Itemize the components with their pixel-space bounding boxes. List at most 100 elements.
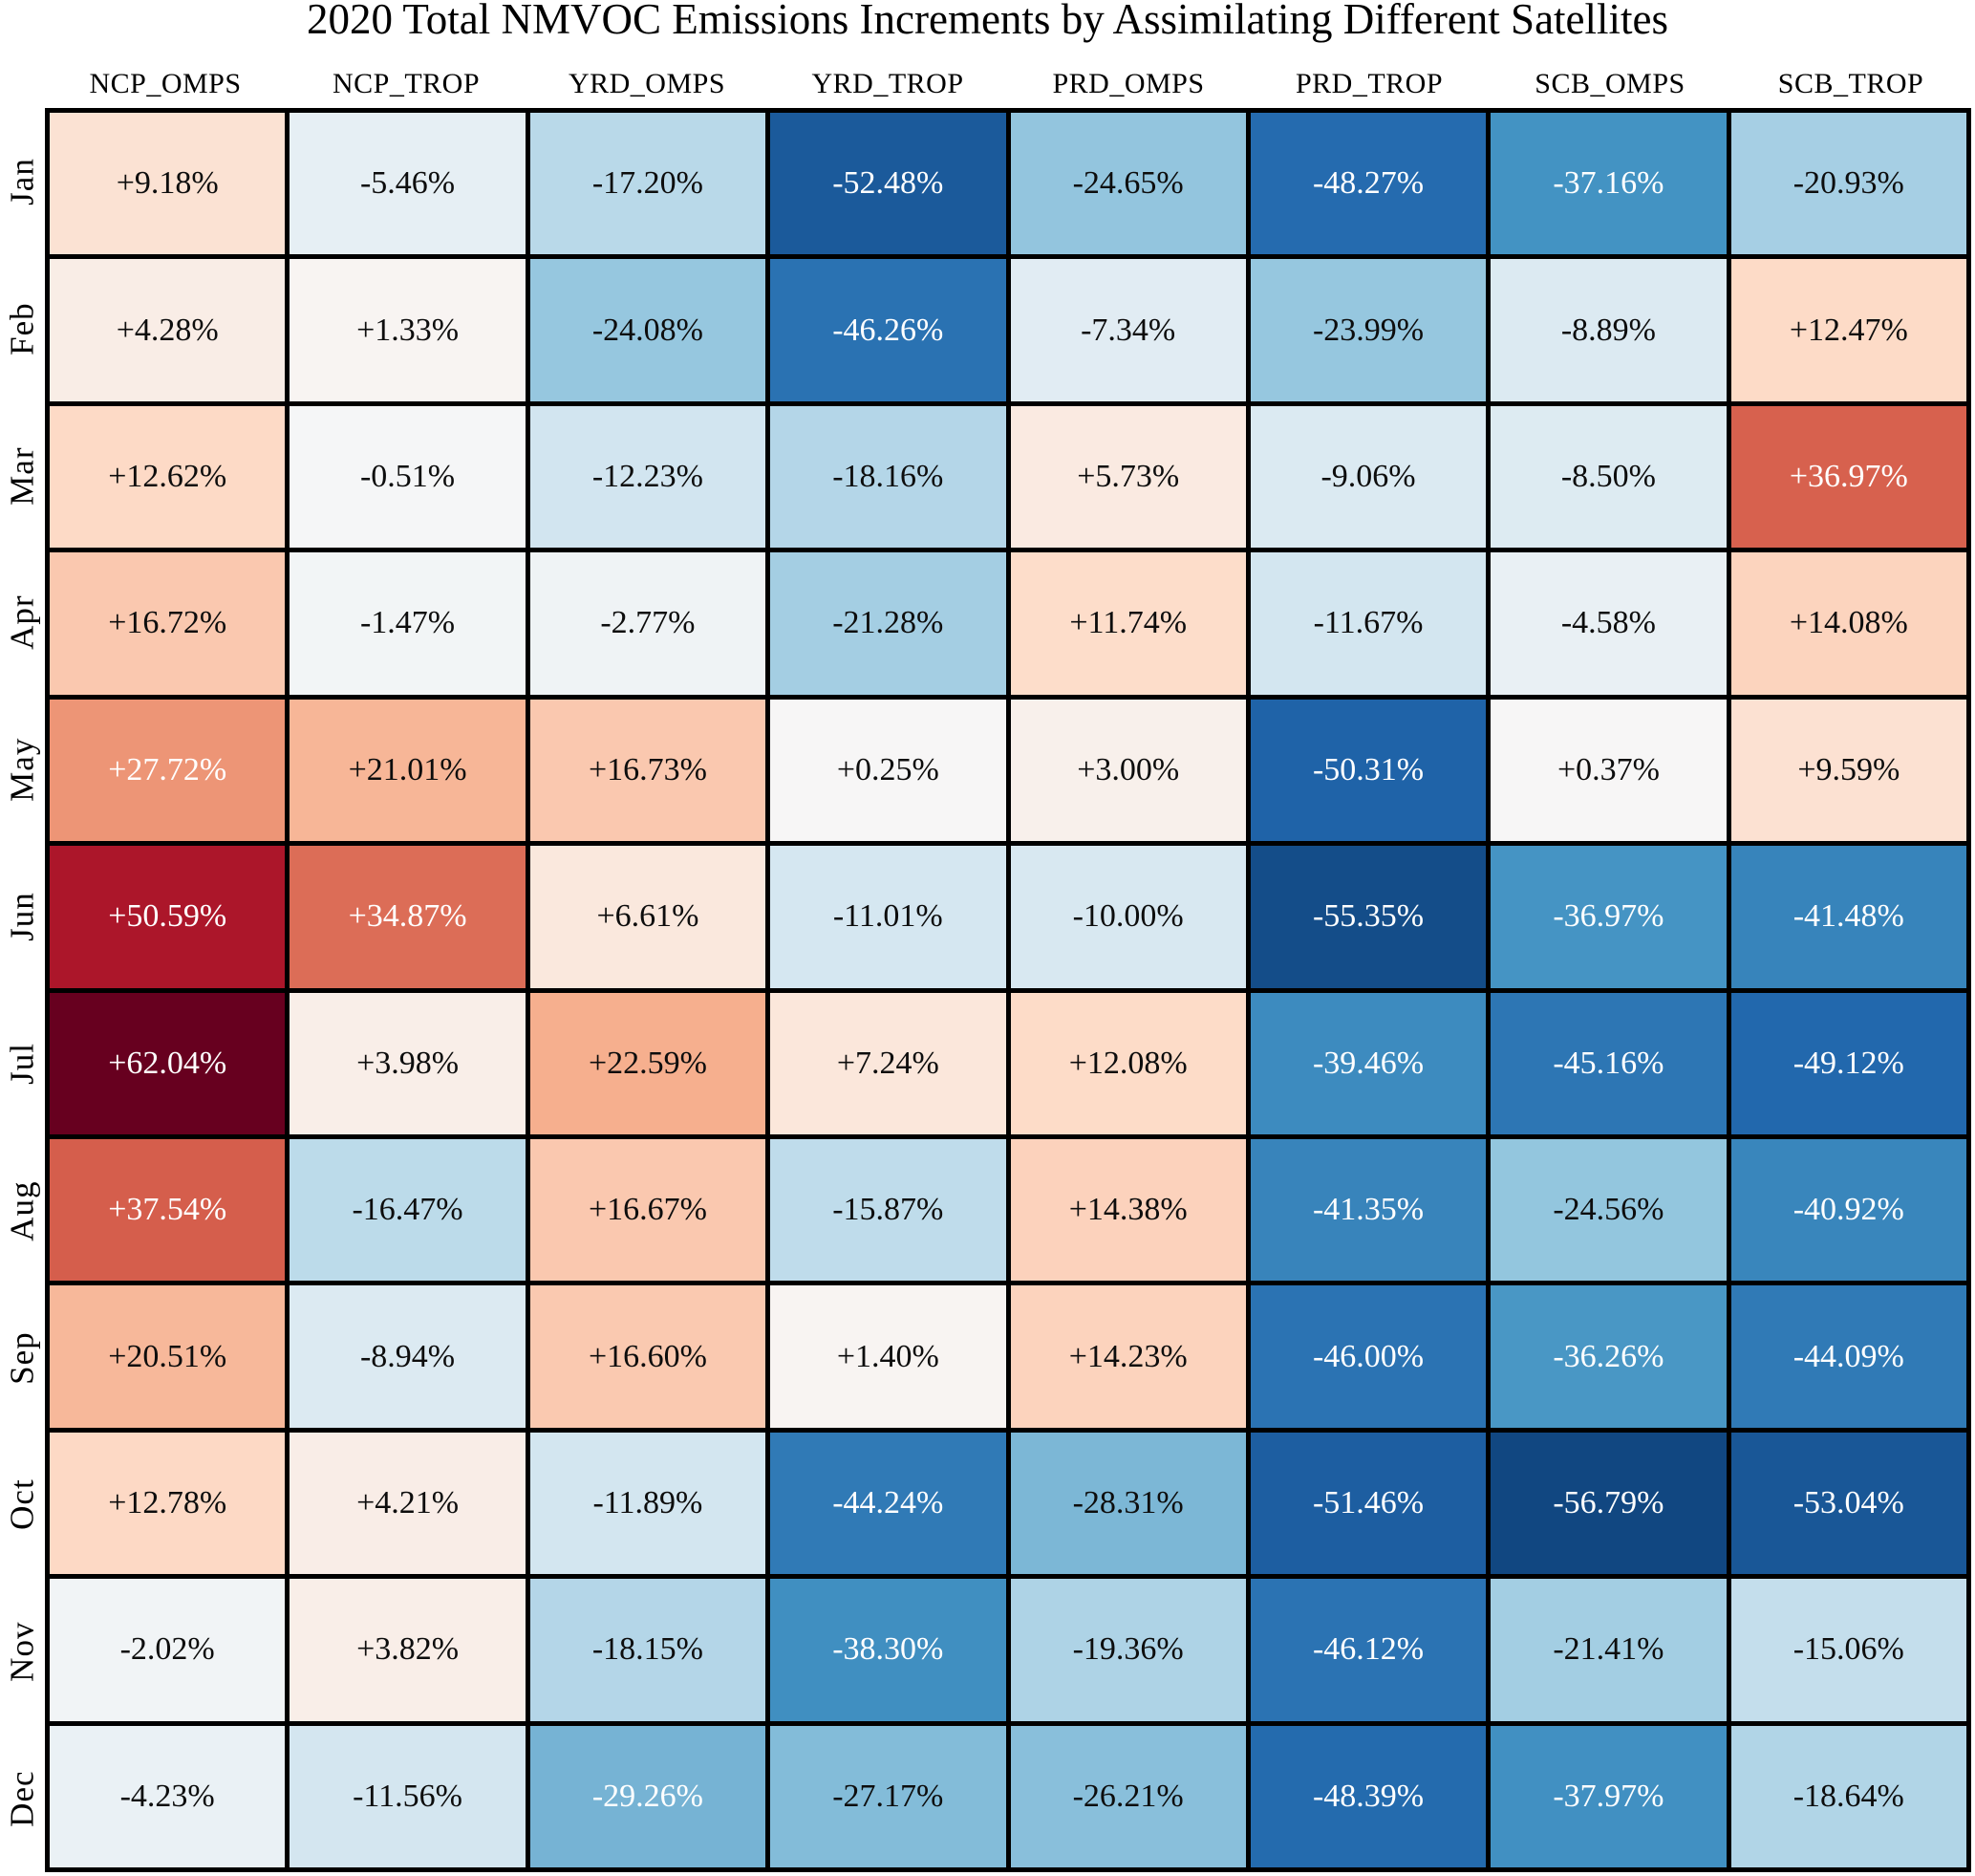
heatmap-cell-sep-yrd_trop: +1.40% <box>770 1285 1006 1428</box>
heatmap-cell-may-scb_omps: +0.37% <box>1491 699 1727 842</box>
heatmap-cell-jul-prd_omps: +12.08% <box>1010 992 1246 1134</box>
heatmap-cell-feb-yrd_omps: -24.08% <box>529 259 766 401</box>
heatmap-cell-dec-ncp_trop: -11.56% <box>290 1725 526 1867</box>
heatmap-cell-jun-yrd_trop: -11.01% <box>770 846 1006 988</box>
heatmap-cell-aug-scb_trop: -40.92% <box>1730 1138 1966 1282</box>
heatmap-cell-may-ncp_trop: +21.01% <box>290 699 526 842</box>
heatmap-cell-jun-prd_trop: -55.35% <box>1250 846 1487 988</box>
heatmap-cell-aug-ncp_omps: +37.54% <box>50 1138 286 1282</box>
heatmap-cell-sep-yrd_omps: +16.60% <box>529 1285 766 1428</box>
heatmap-cell-jan-ncp_trop: -5.46% <box>290 113 526 255</box>
heatmap-cell-apr-ncp_omps: +16.72% <box>50 552 286 695</box>
heatmap-cell-mar-prd_omps: +5.73% <box>1010 405 1246 549</box>
heatmap-cell-sep-ncp_trop: -8.94% <box>290 1285 526 1428</box>
heatmap-cell-feb-ncp_omps: +4.28% <box>50 259 286 401</box>
column-header-scb_omps: SCB_OMPS <box>1535 68 1685 99</box>
heatmap-cell-apr-prd_trop: -11.67% <box>1250 552 1487 695</box>
heatmap-cell-jan-scb_omps: -37.16% <box>1491 113 1727 255</box>
heatmap-cell-aug-ncp_trop: -16.47% <box>290 1138 526 1282</box>
row-label-nov: Nov <box>3 1621 41 1682</box>
heatmap-cell-jun-scb_trop: -41.48% <box>1730 846 1966 988</box>
heatmap-cell-nov-ncp_omps: -2.02% <box>50 1579 286 1721</box>
heatmap-cell-feb-prd_omps: -7.34% <box>1010 259 1246 401</box>
column-header-yrd_omps: YRD_OMPS <box>568 68 726 99</box>
heatmap-cell-jul-ncp_trop: +3.98% <box>290 992 526 1134</box>
heatmap-cell-may-ncp_omps: +27.72% <box>50 699 286 842</box>
heatmap-cell-dec-scb_trop: -18.64% <box>1730 1725 1966 1867</box>
heatmap-cell-jun-ncp_trop: +34.87% <box>290 846 526 988</box>
heatmap-cell-apr-yrd_trop: -21.28% <box>770 552 1006 695</box>
heatmap-cell-jul-yrd_trop: +7.24% <box>770 992 1006 1134</box>
heatmap-cell-dec-yrd_omps: -29.26% <box>529 1725 766 1867</box>
heatmap-cell-mar-yrd_trop: -18.16% <box>770 405 1006 549</box>
row-label-may: May <box>3 737 41 802</box>
heatmap-cell-jul-ncp_omps: +62.04% <box>50 992 286 1134</box>
column-header-ncp_omps: NCP_OMPS <box>89 68 242 99</box>
row-label-jul: Jul <box>3 1042 41 1085</box>
heatmap-cell-sep-scb_trop: -44.09% <box>1730 1285 1966 1428</box>
heatmap-cell-mar-yrd_omps: -12.23% <box>529 405 766 549</box>
heatmap-cell-nov-yrd_trop: -38.30% <box>770 1579 1006 1721</box>
heatmap-cell-dec-prd_trop: -48.39% <box>1250 1725 1487 1867</box>
heatmap-cell-nov-prd_trop: -46.12% <box>1250 1579 1487 1721</box>
heatmap-cell-feb-scb_omps: -8.89% <box>1491 259 1727 401</box>
heatmap-cell-mar-scb_trop: +36.97% <box>1730 405 1966 549</box>
row-label-dec: Dec <box>3 1770 41 1827</box>
row-label-feb: Feb <box>3 302 41 356</box>
heatmap-cell-oct-ncp_omps: +12.78% <box>50 1432 286 1575</box>
heatmap-cell-mar-scb_omps: -8.50% <box>1491 405 1727 549</box>
heatmap-cell-feb-ncp_trop: +1.33% <box>290 259 526 401</box>
heatmap-cell-dec-prd_omps: -26.21% <box>1010 1725 1246 1867</box>
heatmap-cell-jun-scb_omps: -36.97% <box>1491 846 1727 988</box>
chart-title: 2020 Total NMVOC Emissions Increments by… <box>306 0 1669 43</box>
heatmap-grid: +9.18% -5.46% -17.20% -52.48% -24.65% -48.27%… <box>45 108 1971 1872</box>
heatmap-cell-apr-yrd_omps: -2.77% <box>529 552 766 695</box>
heatmap-cell-oct-ncp_trop: +4.21% <box>290 1432 526 1575</box>
heatmap-cell-sep-prd_omps: +14.23% <box>1010 1285 1246 1428</box>
heatmap-cell-nov-yrd_omps: -18.15% <box>529 1579 766 1721</box>
heatmap-cell-oct-yrd_trop: -44.24% <box>770 1432 1006 1575</box>
heatmap-cell-jan-scb_trop: -20.93% <box>1730 113 1966 255</box>
column-header-scb_trop: SCB_TROP <box>1777 68 1924 99</box>
heatmap-cell-nov-prd_omps: -19.36% <box>1010 1579 1246 1721</box>
heatmap-cell-nov-ncp_trop: +3.82% <box>290 1579 526 1721</box>
heatmap-cell-feb-prd_trop: -23.99% <box>1250 259 1487 401</box>
heatmap-cell-dec-ncp_omps: -4.23% <box>50 1725 286 1867</box>
heatmap-cell-apr-scb_omps: -4.58% <box>1491 552 1727 695</box>
heatmap-cell-mar-ncp_omps: +12.62% <box>50 405 286 549</box>
heatmap-cell-aug-prd_trop: -41.35% <box>1250 1138 1487 1282</box>
row-label-aug: Aug <box>3 1180 41 1241</box>
heatmap-cell-oct-scb_trop: -53.04% <box>1730 1432 1966 1575</box>
heatmap-cell-jun-ncp_omps: +50.59% <box>50 846 286 988</box>
heatmap-cell-mar-prd_trop: -9.06% <box>1250 405 1487 549</box>
heatmap-cell-aug-scb_omps: -24.56% <box>1491 1138 1727 1282</box>
heatmap-cell-mar-ncp_trop: -0.51% <box>290 405 526 549</box>
heatmap-cell-may-yrd_trop: +0.25% <box>770 699 1006 842</box>
heatmap-cell-jul-scb_trop: -49.12% <box>1730 992 1966 1134</box>
heatmap-cell-may-yrd_omps: +16.73% <box>529 699 766 842</box>
heatmap-cell-oct-scb_omps: -56.79% <box>1491 1432 1727 1575</box>
column-header-ncp_trop: NCP_TROP <box>332 68 481 99</box>
heatmap-cell-dec-yrd_trop: -27.17% <box>770 1725 1006 1867</box>
heatmap-cell-may-scb_trop: +9.59% <box>1730 699 1966 842</box>
heatmap-cell-sep-ncp_omps: +20.51% <box>50 1285 286 1428</box>
heatmap-cell-nov-scb_omps: -21.41% <box>1491 1579 1727 1721</box>
heatmap-cell-dec-scb_omps: -37.97% <box>1491 1725 1727 1867</box>
heatmap-cell-nov-scb_trop: -15.06% <box>1730 1579 1966 1721</box>
row-label-oct: Oct <box>3 1478 41 1531</box>
heatmap-cell-may-prd_omps: +3.00% <box>1010 699 1246 842</box>
row-label-sep: Sep <box>3 1330 41 1385</box>
heatmap-cell-aug-yrd_omps: +16.67% <box>529 1138 766 1282</box>
row-labels: Jan Feb Mar Apr May Jun Jul Aug Sep Oct Nov Dec <box>0 108 45 1872</box>
heatmap-cell-apr-prd_omps: +11.74% <box>1010 552 1246 695</box>
heatmap-cell-jun-prd_omps: -10.00% <box>1010 846 1246 988</box>
heatmap-cell-apr-ncp_trop: -1.47% <box>290 552 526 695</box>
heatmap-cell-jan-prd_omps: -24.65% <box>1010 113 1246 255</box>
column-header-prd_trop: PRD_TROP <box>1295 68 1444 99</box>
heatmap-cell-oct-prd_trop: -51.46% <box>1250 1432 1487 1575</box>
heatmap-cell-may-prd_trop: -50.31% <box>1250 699 1487 842</box>
row-label-jun: Jun <box>3 892 41 941</box>
heatmap-cell-aug-yrd_trop: -15.87% <box>770 1138 1006 1282</box>
row-label-jan: Jan <box>3 158 41 205</box>
